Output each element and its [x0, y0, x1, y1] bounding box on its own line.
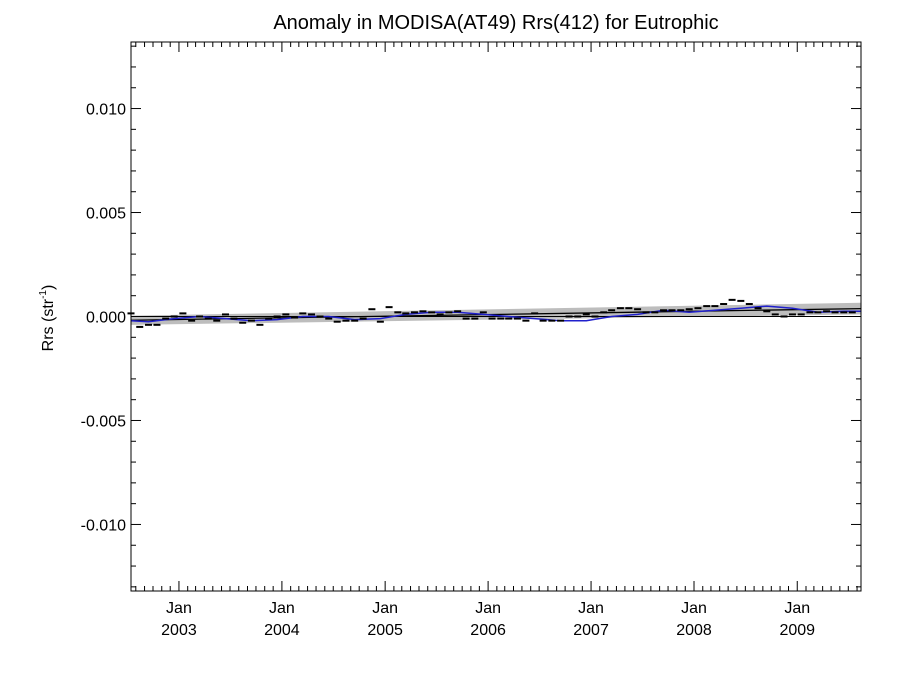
- x-tick-label-year: 2008: [676, 622, 712, 639]
- x-tick-label-month: Jan: [269, 600, 295, 617]
- chart-title: Anomaly in MODISA(AT49) Rrs(412) for Eut…: [273, 12, 718, 34]
- x-tick-label-month: Jan: [372, 600, 398, 617]
- y-tick-label: -0.005: [81, 413, 126, 430]
- x-tick-label-month: Jan: [166, 600, 192, 617]
- y-axis-label: Rrs (str-1): [38, 285, 57, 352]
- x-tick-label-month: Jan: [784, 600, 810, 617]
- y-tick-label: 0.005: [86, 206, 126, 223]
- y-tick-label: -0.010: [81, 517, 126, 534]
- y-axis-label-superscript: -1: [38, 290, 49, 299]
- x-tick-label-year: 2003: [161, 622, 197, 639]
- x-tick-label-year: 2009: [779, 622, 815, 639]
- x-tick-label-year: 2007: [573, 622, 609, 639]
- x-tick-label-year: 2005: [367, 622, 403, 639]
- y-tick-label: 0.000: [86, 310, 126, 327]
- smoothed-series-line: [130, 305, 861, 323]
- x-tick-label-month: Jan: [475, 600, 501, 617]
- x-tick-label-month: Jan: [578, 600, 604, 617]
- y-axis-label-text: Rrs (str: [40, 298, 57, 351]
- trend-line: [130, 307, 862, 321]
- x-tick-label-year: 2006: [470, 622, 506, 639]
- y-axis-label-close: ): [40, 285, 57, 290]
- plot-area: [127, 298, 862, 328]
- x-tick-label-month: Jan: [681, 600, 707, 617]
- y-tick-label: 0.010: [86, 102, 126, 119]
- x-tick-label-year: 2004: [264, 622, 300, 639]
